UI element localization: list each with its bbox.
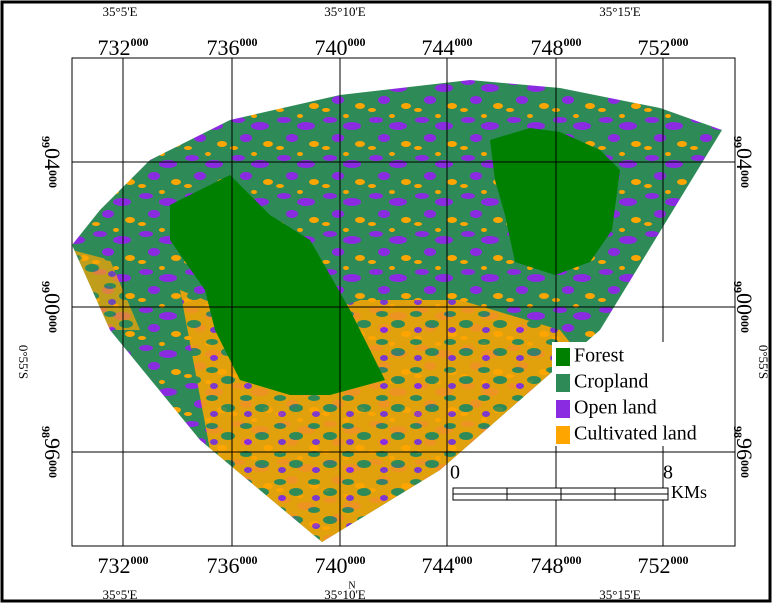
easting-label: 748000 xyxy=(531,553,582,578)
scale-end: 8 xyxy=(663,462,673,484)
label-main: 00 xyxy=(40,293,65,315)
label-sup: 000 xyxy=(348,553,366,567)
label-main: 744 xyxy=(422,35,455,60)
northing-label: 9896000 xyxy=(39,426,65,478)
land-cover xyxy=(60,70,740,550)
label-main: 748 xyxy=(531,35,564,60)
label-main: 04 xyxy=(40,148,65,170)
legend-label: Open land xyxy=(574,397,657,419)
easting-label: 736000 xyxy=(207,553,258,578)
longitude-label: 35°15'E xyxy=(599,4,641,19)
label-sup: 000 xyxy=(240,35,258,49)
label-pre: 99 xyxy=(39,136,53,148)
longitude-label: 35°10'E xyxy=(324,587,366,602)
label-sup: 000 xyxy=(738,315,752,333)
label-pre: 98 xyxy=(731,426,745,438)
label-main: 00 xyxy=(732,293,757,315)
easting-label: 732000 xyxy=(98,553,149,578)
easting-label: 752000 xyxy=(638,553,689,578)
longitude-label: 35°5'E xyxy=(103,4,138,19)
label-sup: 000 xyxy=(671,35,689,49)
longitude-label: 35°10'E xyxy=(324,4,366,19)
label-sup: 000 xyxy=(455,553,473,567)
easting-label: 752000 xyxy=(638,35,689,60)
label-main: 736 xyxy=(207,553,240,578)
label-main: 96 xyxy=(40,438,65,460)
scale-start: 0 xyxy=(450,462,460,484)
easting-label: 744000 xyxy=(422,35,473,60)
latitude-label: 0°55'S xyxy=(16,345,31,379)
legend-label: Cropland xyxy=(574,371,648,393)
map-figure: 35°5'E 35°10'E 35°15'E 35°5'E 35°10'E 35°15'E… xyxy=(0,0,774,603)
easting-label: 744000 xyxy=(422,553,473,578)
label-main: 732 xyxy=(98,553,131,578)
northing-label: 9900000 xyxy=(39,281,65,333)
label-main: 736 xyxy=(207,35,240,60)
label-main: 740 xyxy=(315,35,348,60)
label-sup: 000 xyxy=(46,460,60,478)
label-pre: 99 xyxy=(39,281,53,293)
legend-label: Cultivated land xyxy=(574,423,697,445)
label-main: 752 xyxy=(638,553,671,578)
scale-unit: KMs xyxy=(671,482,707,502)
label-sup: 000 xyxy=(738,460,752,478)
longitude-label: 35°15'E xyxy=(599,587,641,602)
label-sup: 000 xyxy=(348,35,366,49)
label-main: 748 xyxy=(531,553,564,578)
label-sup: 000 xyxy=(131,35,149,49)
longitude-label: 35°5'E xyxy=(103,587,138,602)
label-main: 732 xyxy=(98,35,131,60)
label-main: 752 xyxy=(638,35,671,60)
easting-label: 736000 xyxy=(207,35,258,60)
easting-label: 740000 xyxy=(315,553,366,578)
label-pre: 98 xyxy=(39,426,53,438)
label-sup: 000 xyxy=(131,553,149,567)
scale-bar xyxy=(453,488,668,500)
easting-label: 740000 xyxy=(315,35,366,60)
label-pre: 99 xyxy=(731,136,745,148)
label-sup: 000 xyxy=(564,35,582,49)
label-sup: 000 xyxy=(240,553,258,567)
label-sup: 000 xyxy=(455,35,473,49)
label-sup: 000 xyxy=(46,315,60,333)
label-main: 04 xyxy=(732,148,757,170)
northing-label: 9904000 xyxy=(39,136,65,188)
latitude-label: 0°55'S xyxy=(756,345,771,379)
label-main: 740 xyxy=(315,553,348,578)
legend-swatch xyxy=(556,348,570,366)
label-pre: 99 xyxy=(731,281,745,293)
label-sup: 000 xyxy=(46,170,60,188)
label-sup: 000 xyxy=(564,553,582,567)
easting-label: 748000 xyxy=(531,35,582,60)
label-sup: 000 xyxy=(671,553,689,567)
easting-label: 732000 xyxy=(98,35,149,60)
legend-swatch xyxy=(556,374,570,392)
label-sup: 000 xyxy=(738,170,752,188)
label-main: 744 xyxy=(422,553,455,578)
legend-swatch xyxy=(556,426,570,444)
legend-label: Forest xyxy=(574,345,624,367)
legend-swatch xyxy=(556,400,570,418)
north-label: N xyxy=(348,580,355,591)
label-main: 96 xyxy=(732,438,757,460)
